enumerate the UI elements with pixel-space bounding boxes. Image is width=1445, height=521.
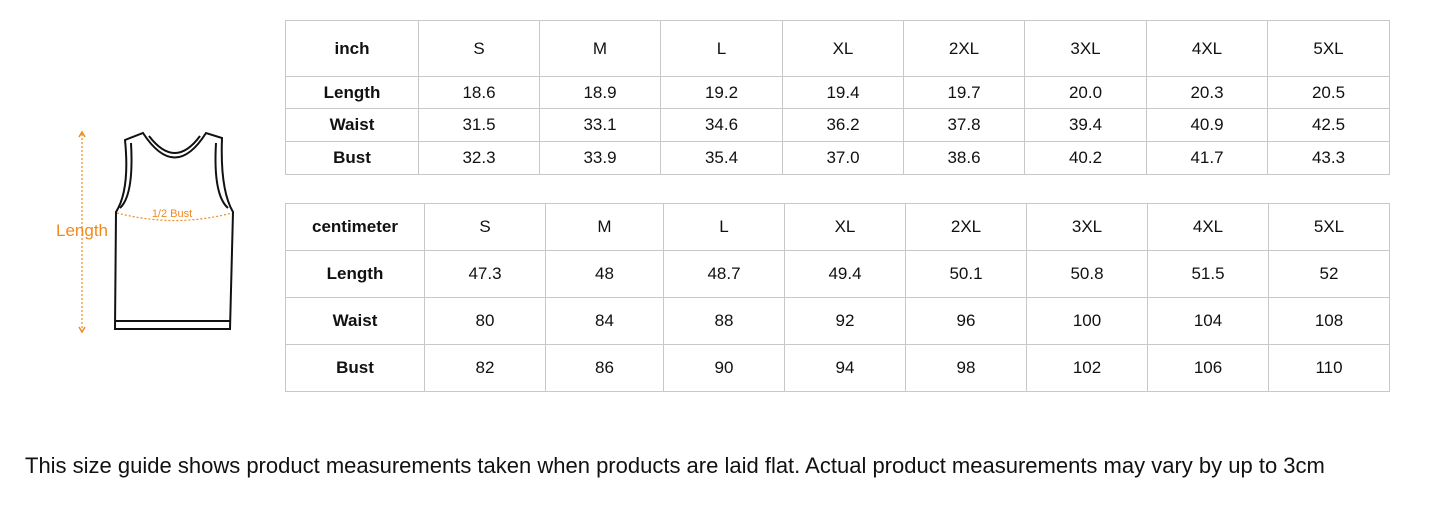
- header-cell: S: [424, 203, 546, 251]
- header-cell: M: [539, 20, 661, 77]
- cell: 40.9: [1146, 108, 1268, 142]
- header-row: inch S M L XL 2XL 3XL 4XL 5XL: [285, 20, 1390, 77]
- cell: 80: [424, 297, 546, 345]
- cell: 108: [1268, 297, 1390, 345]
- cell: 104: [1147, 297, 1269, 345]
- row-label: Waist: [285, 108, 419, 142]
- cell: 84: [545, 297, 664, 345]
- header-cell: M: [545, 203, 664, 251]
- cell: 52: [1268, 250, 1390, 298]
- cell: 20.3: [1146, 76, 1268, 109]
- cell: 38.6: [903, 141, 1025, 175]
- header-row: centimeter S M L XL 2XL 3XL 4XL 5XL: [285, 203, 1390, 251]
- cell: 19.2: [660, 76, 783, 109]
- cell: 35.4: [660, 141, 783, 175]
- header-cell: inch: [285, 20, 419, 77]
- header-cell: 4XL: [1146, 20, 1268, 77]
- row-label: Waist: [285, 297, 425, 345]
- size-table: centimeter S M L XL 2XL 3XL 4XL 5XL Length 47.3 48 4…: [285, 203, 1390, 392]
- header-cell: 4XL: [1147, 203, 1269, 251]
- row-label: Bust: [285, 141, 419, 175]
- header-cell: XL: [782, 20, 904, 77]
- cell: 96: [905, 297, 1027, 345]
- row-label: Bust: [285, 344, 425, 392]
- cell: 88: [663, 297, 785, 345]
- cell: 49.4: [784, 250, 906, 298]
- header-cell: 5XL: [1268, 203, 1390, 251]
- cell: 50.1: [905, 250, 1027, 298]
- cell: 20.0: [1024, 76, 1147, 109]
- cell: 94: [784, 344, 906, 392]
- cell: 42.5: [1267, 108, 1390, 142]
- length-label: Length: [56, 221, 108, 240]
- table-row: Bust 32.3 33.9 35.4 37.0 38.6 40.2 41.7 43.3: [285, 141, 1390, 175]
- row-label: Length: [285, 76, 419, 109]
- cell: 48.7: [663, 250, 785, 298]
- cell: 31.5: [418, 108, 540, 142]
- header-cell: 3XL: [1024, 20, 1147, 77]
- header-cell: L: [663, 203, 785, 251]
- header-cell: XL: [784, 203, 906, 251]
- table-row: Length 47.3 48 48.7 49.4 50.1 50.8 51.5 52: [285, 250, 1390, 298]
- cell: 106: [1147, 344, 1269, 392]
- cell: 34.6: [660, 108, 783, 142]
- cell: 36.2: [782, 108, 904, 142]
- header-cell: 3XL: [1026, 203, 1148, 251]
- cell: 43.3: [1267, 141, 1390, 175]
- cell: 90: [663, 344, 785, 392]
- size-table: inch S M L XL 2XL 3XL 4XL 5XL Length 18.6 18.9 19.2 1…: [285, 20, 1390, 175]
- cell: 100: [1026, 297, 1148, 345]
- table-row: Bust 82 86 90 94 98 102 106 110: [285, 344, 1390, 392]
- bust-label: 1/2 Bust: [152, 208, 192, 220]
- table-row: Waist 80 84 88 92 96 100 104 108: [285, 297, 1390, 345]
- cell: 19.7: [903, 76, 1025, 109]
- cell: 48: [545, 250, 664, 298]
- cell: 98: [905, 344, 1027, 392]
- cell: 51.5: [1147, 250, 1269, 298]
- cell: 40.2: [1024, 141, 1147, 175]
- header-cell: S: [418, 20, 540, 77]
- cell: 39.4: [1024, 108, 1147, 142]
- cell: 20.5: [1267, 76, 1390, 109]
- footnote: This size guide shows product measuremen…: [25, 453, 1325, 478]
- cell: 86: [545, 344, 664, 392]
- cell: 92: [784, 297, 906, 345]
- cell: 110: [1268, 344, 1390, 392]
- tank-top: [113, 131, 235, 330]
- header-cell: 2XL: [905, 203, 1027, 251]
- cell: 37.0: [782, 141, 904, 175]
- header-cell: centimeter: [285, 203, 425, 251]
- cell: 82: [424, 344, 546, 392]
- header-cell: 5XL: [1267, 20, 1390, 77]
- header-cell: L: [660, 20, 783, 77]
- cell: 102: [1026, 344, 1148, 392]
- table-row: Length 18.6 18.9 19.2 19.4 19.7 20.0 20.3 20.5: [285, 76, 1390, 109]
- cell: 47.3: [424, 250, 546, 298]
- cell: 19.4: [782, 76, 904, 109]
- table-row: Waist 31.5 33.1 34.6 36.2 37.8 39.4 40.9 42.5: [285, 108, 1390, 142]
- cell: 37.8: [903, 108, 1025, 142]
- header-cell: 2XL: [903, 20, 1025, 77]
- cell: 18.9: [539, 76, 661, 109]
- cell: 32.3: [418, 141, 540, 175]
- cell: 18.6: [418, 76, 540, 109]
- arrow-heads: [78, 130, 86, 334]
- cell: 50.8: [1026, 250, 1148, 298]
- garment-diagram: Length 1/2 Bust: [56, 130, 235, 334]
- cell: 41.7: [1146, 141, 1268, 175]
- row-label: Length: [285, 250, 425, 298]
- cell: 33.1: [539, 108, 661, 142]
- cell: 33.9: [539, 141, 661, 175]
- bust-arrow: [116, 212, 233, 222]
